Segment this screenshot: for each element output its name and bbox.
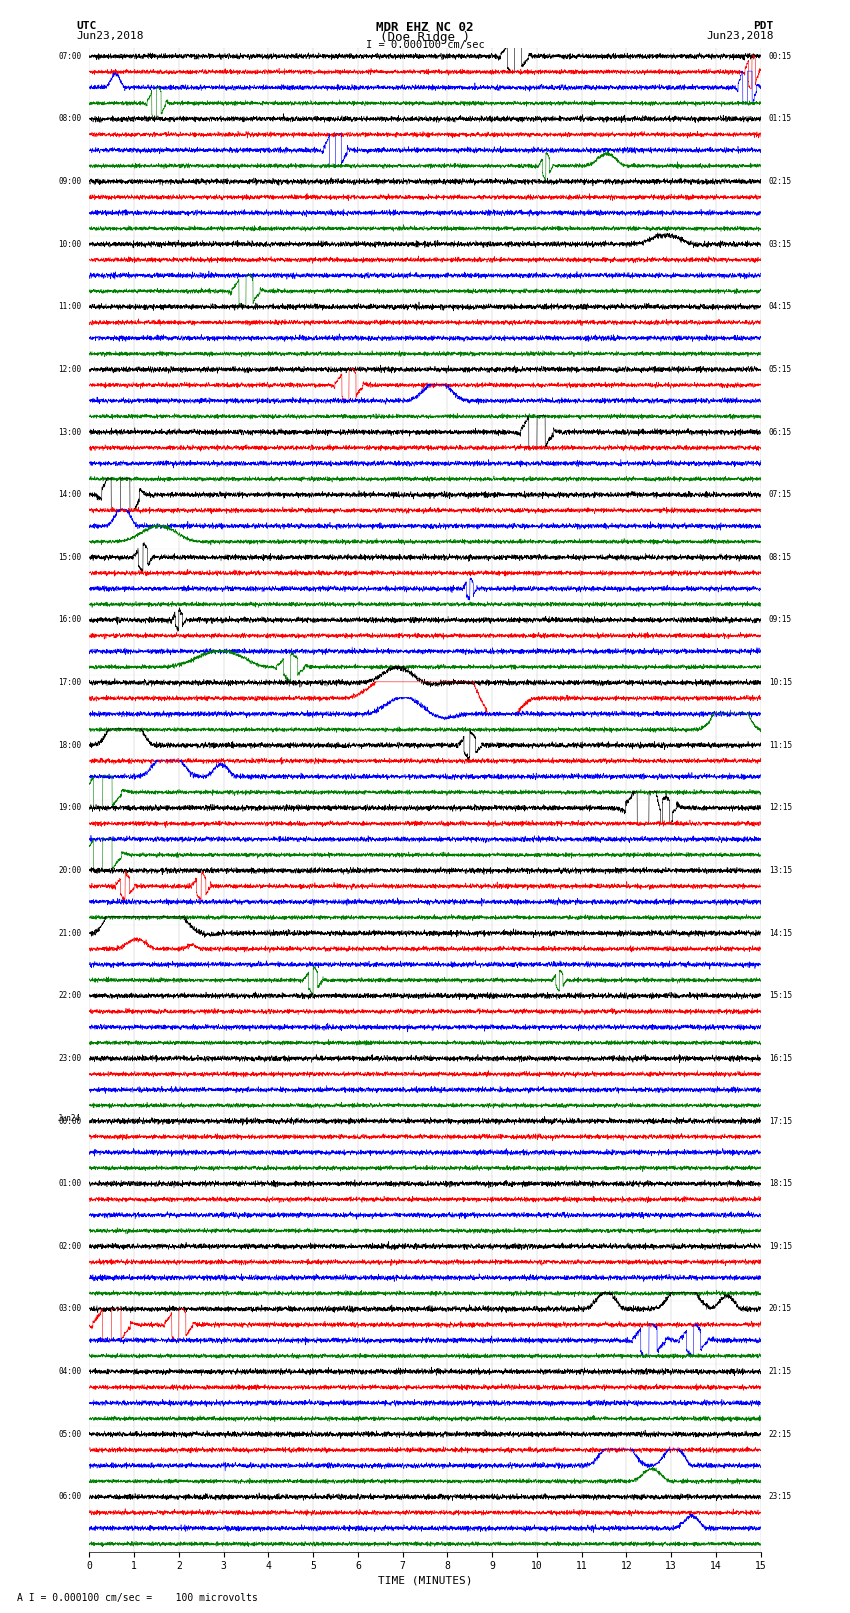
X-axis label: TIME (MINUTES): TIME (MINUTES) xyxy=(377,1576,473,1586)
Text: 13:15: 13:15 xyxy=(768,866,792,874)
Text: 00:15: 00:15 xyxy=(768,52,792,61)
Text: 13:00: 13:00 xyxy=(58,427,82,437)
Text: 01:15: 01:15 xyxy=(768,115,792,123)
Text: 12:00: 12:00 xyxy=(58,365,82,374)
Text: 06:00: 06:00 xyxy=(58,1492,82,1502)
Text: 15:00: 15:00 xyxy=(58,553,82,561)
Text: 22:00: 22:00 xyxy=(58,992,82,1000)
Text: 16:15: 16:15 xyxy=(768,1053,792,1063)
Text: 18:00: 18:00 xyxy=(58,740,82,750)
Text: 06:15: 06:15 xyxy=(768,427,792,437)
Text: 09:15: 09:15 xyxy=(768,616,792,624)
Text: 17:15: 17:15 xyxy=(768,1116,792,1126)
Text: PDT: PDT xyxy=(753,21,774,31)
Text: 22:15: 22:15 xyxy=(768,1429,792,1439)
Text: 08:00: 08:00 xyxy=(58,115,82,123)
Text: 02:00: 02:00 xyxy=(58,1242,82,1250)
Text: 07:15: 07:15 xyxy=(768,490,792,498)
Text: Jun23,2018: Jun23,2018 xyxy=(706,31,774,40)
Text: 23:15: 23:15 xyxy=(768,1492,792,1502)
Text: 04:15: 04:15 xyxy=(768,302,792,311)
Text: 10:00: 10:00 xyxy=(58,240,82,248)
Text: MDR EHZ NC 02: MDR EHZ NC 02 xyxy=(377,21,473,34)
Text: 11:15: 11:15 xyxy=(768,740,792,750)
Text: 14:15: 14:15 xyxy=(768,929,792,937)
Text: 11:00: 11:00 xyxy=(58,302,82,311)
Text: 02:15: 02:15 xyxy=(768,177,792,185)
Text: A I = 0.000100 cm/sec =    100 microvolts: A I = 0.000100 cm/sec = 100 microvolts xyxy=(17,1594,258,1603)
Text: 04:00: 04:00 xyxy=(58,1368,82,1376)
Text: 19:00: 19:00 xyxy=(58,803,82,813)
Text: 03:00: 03:00 xyxy=(58,1305,82,1313)
Text: 21:00: 21:00 xyxy=(58,929,82,937)
Text: 14:00: 14:00 xyxy=(58,490,82,498)
Text: 10:15: 10:15 xyxy=(768,677,792,687)
Text: 23:00: 23:00 xyxy=(58,1053,82,1063)
Text: 18:15: 18:15 xyxy=(768,1179,792,1189)
Text: 07:00: 07:00 xyxy=(58,52,82,61)
Text: 16:00: 16:00 xyxy=(58,616,82,624)
Text: 19:15: 19:15 xyxy=(768,1242,792,1250)
Text: 12:15: 12:15 xyxy=(768,803,792,813)
Text: 09:00: 09:00 xyxy=(58,177,82,185)
Text: I = 0.000100 cm/sec: I = 0.000100 cm/sec xyxy=(366,40,484,50)
Text: 08:15: 08:15 xyxy=(768,553,792,561)
Text: 05:00: 05:00 xyxy=(58,1429,82,1439)
Text: 20:15: 20:15 xyxy=(768,1305,792,1313)
Text: Jun23,2018: Jun23,2018 xyxy=(76,31,144,40)
Text: 21:15: 21:15 xyxy=(768,1368,792,1376)
Text: 20:00: 20:00 xyxy=(58,866,82,874)
Text: 15:15: 15:15 xyxy=(768,992,792,1000)
Text: 05:15: 05:15 xyxy=(768,365,792,374)
Text: 17:00: 17:00 xyxy=(58,677,82,687)
Text: Jun24: Jun24 xyxy=(58,1115,82,1123)
Text: 00:00: 00:00 xyxy=(58,1116,82,1126)
Text: UTC: UTC xyxy=(76,21,97,31)
Text: (Doe Ridge ): (Doe Ridge ) xyxy=(380,31,470,44)
Text: 03:15: 03:15 xyxy=(768,240,792,248)
Text: 01:00: 01:00 xyxy=(58,1179,82,1189)
